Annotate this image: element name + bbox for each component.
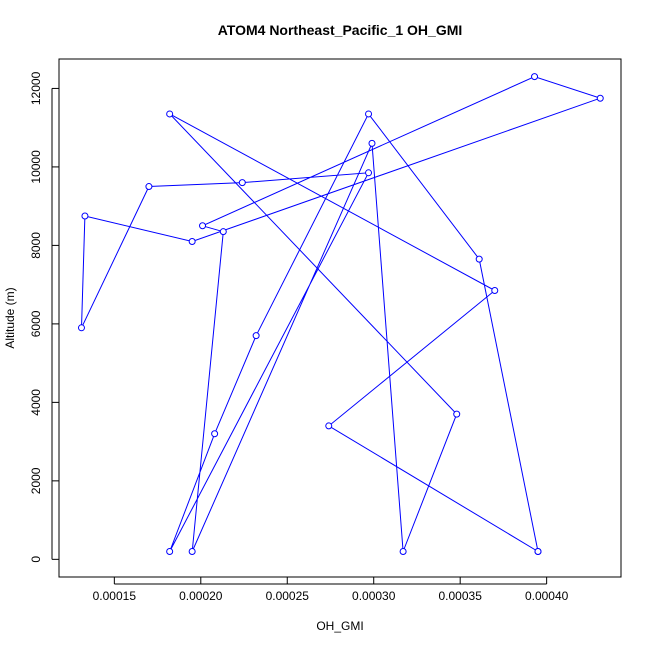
data-point (166, 547, 174, 555)
series-layer (77, 73, 604, 555)
y-tick-label: 2000 (29, 467, 43, 494)
plot-frame (58, 58, 622, 578)
y-tick-label: 8000 (29, 232, 43, 259)
data-point (368, 139, 376, 147)
data-point (531, 73, 539, 81)
data-point (77, 324, 85, 332)
y-axis: 0 2000 4000 6000 8000 10000 12000 (29, 71, 59, 563)
data-point (145, 183, 153, 191)
y-axis-label: Altitude (m) (3, 287, 17, 348)
data-point (199, 222, 207, 230)
data-point (399, 547, 407, 555)
data-point (252, 332, 260, 340)
data-point (365, 110, 373, 118)
data-point (596, 94, 604, 102)
y-tick-label: 12000 (29, 71, 43, 105)
y-tick-label: 4000 (29, 389, 43, 416)
x-tick-label: 0.00015 (93, 589, 137, 603)
data-point (166, 110, 174, 118)
data-point (188, 547, 196, 555)
x-tick-label: 0.00040 (525, 589, 569, 603)
data-point (475, 255, 483, 263)
data-point (491, 287, 499, 295)
y-tick-label: 0 (29, 556, 43, 563)
data-point (219, 228, 227, 236)
data-point (534, 547, 542, 555)
x-axis-label: OH_GMI (316, 619, 363, 633)
data-point (188, 237, 196, 245)
data-point (365, 169, 373, 177)
y-tick-label: 6000 (29, 310, 43, 337)
x-tick-label: 0.00035 (438, 589, 482, 603)
chart-title: ATOM4 Northeast_Pacific_1 OH_GMI (218, 22, 463, 38)
data-point (325, 422, 333, 430)
x-axis: 0.00015 0.00020 0.00025 0.00030 0.00035 0.000… (93, 577, 569, 603)
x-tick-label: 0.00030 (352, 589, 396, 603)
x-tick-label: 0.00025 (266, 589, 310, 603)
data-point (81, 212, 89, 220)
data-point (238, 179, 246, 187)
x-tick-label: 0.00020 (179, 589, 223, 603)
data-point (211, 430, 219, 438)
y-tick-label: 10000 (29, 150, 43, 184)
series-line (81, 76, 602, 552)
data-point (453, 410, 461, 418)
